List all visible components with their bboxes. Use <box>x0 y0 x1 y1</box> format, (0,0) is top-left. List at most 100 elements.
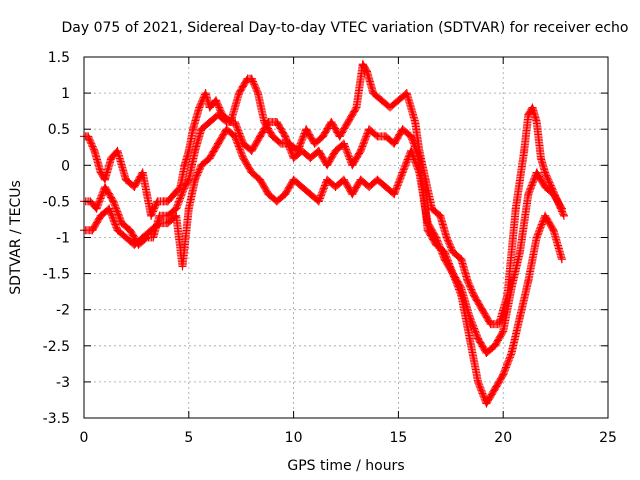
data-point <box>490 385 499 394</box>
data-point <box>524 276 533 285</box>
data-point <box>163 219 172 228</box>
data-point <box>318 132 327 141</box>
data-point <box>381 182 390 191</box>
data-point <box>172 204 181 213</box>
data-point <box>323 161 332 170</box>
ticks: 0 5 10 15 20 25 -3.5 -3 -2.5 -2 -1.5 -1 -0.5 0 0.5 1 1.5 <box>43 50 617 446</box>
y-tick-label: -1 <box>56 231 70 247</box>
data-point <box>306 154 315 163</box>
data-point <box>272 117 281 126</box>
data-point <box>507 284 516 293</box>
data-point <box>499 370 508 379</box>
data-point <box>155 219 164 228</box>
data-point <box>557 204 566 213</box>
data-point <box>482 349 491 358</box>
data-point <box>398 125 407 134</box>
data-point <box>277 139 286 148</box>
data-point <box>415 168 424 177</box>
data-point <box>239 154 248 163</box>
y-tick-label: -0.5 <box>43 194 70 210</box>
data-point <box>541 182 550 191</box>
data-point <box>191 175 200 184</box>
x-tick-label: 5 <box>184 430 193 446</box>
y-tick-label: -1.5 <box>43 267 70 283</box>
data-point <box>511 204 520 213</box>
data-point <box>96 211 105 220</box>
data-point <box>117 219 126 228</box>
data-point <box>339 139 348 148</box>
data-point <box>440 255 449 264</box>
data-point <box>214 110 223 119</box>
data-point <box>486 320 495 329</box>
data-point <box>197 161 206 170</box>
x-tick-label: 15 <box>389 430 407 446</box>
data-point <box>557 255 566 264</box>
data-point <box>377 96 386 105</box>
data-point <box>92 204 101 213</box>
x-tick-label: 10 <box>285 430 303 446</box>
data-point <box>90 146 99 155</box>
data-point <box>100 182 109 191</box>
data-point <box>499 327 508 336</box>
data-point <box>373 132 382 141</box>
data-point <box>289 175 298 184</box>
data-point <box>230 132 239 141</box>
data-point <box>130 240 139 249</box>
data-point <box>515 247 524 256</box>
y-tick-label: -3.5 <box>43 411 70 427</box>
data-point <box>465 334 474 343</box>
data-point <box>549 226 558 235</box>
data-point <box>436 211 445 220</box>
data-point <box>344 117 353 126</box>
data-point <box>264 117 273 126</box>
data-point <box>138 233 147 242</box>
data-point <box>541 211 550 220</box>
data-point <box>96 168 105 177</box>
data-point <box>362 67 371 76</box>
y-tick-label: 0.5 <box>48 122 70 138</box>
data-point <box>411 117 420 126</box>
data-point <box>474 377 483 386</box>
data-point <box>365 125 374 134</box>
data-point <box>520 146 529 155</box>
data-point <box>306 190 315 199</box>
data-point <box>163 197 172 206</box>
data-point <box>302 125 311 134</box>
data-point <box>130 182 139 191</box>
data-point <box>335 132 344 141</box>
data-point <box>507 349 516 358</box>
data-point <box>323 175 332 184</box>
data-point <box>495 320 504 329</box>
data-point <box>469 291 478 300</box>
data-point <box>180 161 189 170</box>
data-point <box>532 233 541 242</box>
data-point <box>490 341 499 350</box>
data-point <box>205 103 214 112</box>
data-point <box>478 305 487 314</box>
data-point <box>105 204 114 213</box>
data-point <box>142 190 151 199</box>
series-trace-c <box>80 125 566 408</box>
data-point <box>386 103 395 112</box>
data-point <box>188 125 197 134</box>
data-point <box>222 117 231 126</box>
data-point <box>149 233 158 242</box>
data-point <box>339 175 348 184</box>
data-point <box>289 154 298 163</box>
data-point <box>528 103 537 112</box>
data-point <box>214 139 223 148</box>
data-point <box>327 117 336 126</box>
data-point <box>381 132 390 141</box>
data-point <box>559 211 568 220</box>
data-point <box>442 233 451 242</box>
data-point <box>314 197 323 206</box>
data-point <box>369 89 378 98</box>
data-point <box>205 117 214 126</box>
x-tick-label: 0 <box>80 430 89 446</box>
data-point <box>113 146 122 155</box>
data-point <box>463 276 472 285</box>
data-point <box>247 168 256 177</box>
data-point <box>352 103 361 112</box>
data-point <box>172 211 181 220</box>
data-point <box>549 190 558 199</box>
